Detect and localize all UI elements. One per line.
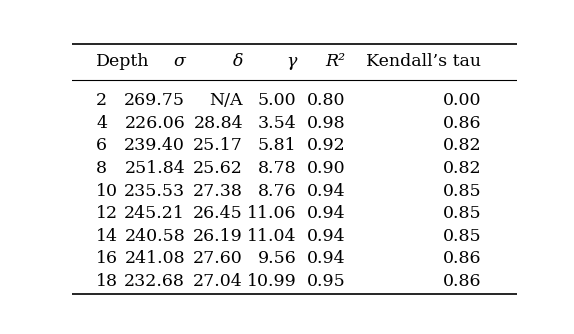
Text: 5.00: 5.00 [258, 92, 296, 109]
Text: Depth: Depth [96, 53, 150, 70]
Text: 0.94: 0.94 [307, 228, 346, 245]
Text: 0.86: 0.86 [443, 273, 481, 290]
Text: 11.06: 11.06 [247, 205, 296, 222]
Text: σ: σ [173, 53, 185, 70]
Text: 0.94: 0.94 [307, 183, 346, 199]
Text: 26.45: 26.45 [193, 205, 243, 222]
Text: 240.58: 240.58 [125, 228, 185, 245]
Text: 235.53: 235.53 [124, 183, 185, 199]
Text: 0.98: 0.98 [307, 115, 346, 132]
Text: 0.80: 0.80 [307, 92, 346, 109]
Text: 0.85: 0.85 [443, 183, 481, 199]
Text: 27.04: 27.04 [193, 273, 243, 290]
Text: 269.75: 269.75 [124, 92, 185, 109]
Text: 8.76: 8.76 [258, 183, 296, 199]
Text: N/A: N/A [210, 92, 243, 109]
Text: 9.56: 9.56 [258, 250, 296, 268]
Text: 0.86: 0.86 [443, 250, 481, 268]
Text: 26.19: 26.19 [193, 228, 243, 245]
Text: 0.82: 0.82 [443, 160, 481, 177]
Text: 3.54: 3.54 [258, 115, 296, 132]
Text: δ: δ [232, 53, 243, 70]
Text: 2: 2 [96, 92, 107, 109]
Text: 0.85: 0.85 [443, 228, 481, 245]
Text: 28.84: 28.84 [193, 115, 243, 132]
Text: 8: 8 [96, 160, 107, 177]
Text: R²: R² [325, 53, 346, 70]
Text: 11.04: 11.04 [247, 228, 296, 245]
Text: 16: 16 [96, 250, 118, 268]
Text: Kendall’s tau: Kendall’s tau [366, 53, 481, 70]
Text: 0.92: 0.92 [307, 137, 346, 154]
Text: 226.06: 226.06 [125, 115, 185, 132]
Text: 241.08: 241.08 [125, 250, 185, 268]
Text: 0.00: 0.00 [443, 92, 481, 109]
Text: 239.40: 239.40 [125, 137, 185, 154]
Text: 0.90: 0.90 [307, 160, 346, 177]
Text: 8.78: 8.78 [258, 160, 296, 177]
Text: 245.21: 245.21 [125, 205, 185, 222]
Text: 10.99: 10.99 [247, 273, 296, 290]
Text: 5.81: 5.81 [258, 137, 296, 154]
Text: 27.38: 27.38 [193, 183, 243, 199]
Text: 4: 4 [96, 115, 107, 132]
Text: 251.84: 251.84 [125, 160, 185, 177]
Text: 14: 14 [96, 228, 118, 245]
Text: 0.95: 0.95 [307, 273, 346, 290]
Text: 10: 10 [96, 183, 118, 199]
Text: 27.60: 27.60 [193, 250, 243, 268]
Text: 25.17: 25.17 [193, 137, 243, 154]
Text: 0.82: 0.82 [443, 137, 481, 154]
Text: 232.68: 232.68 [125, 273, 185, 290]
Text: 0.94: 0.94 [307, 205, 346, 222]
Text: 0.86: 0.86 [443, 115, 481, 132]
Text: γ: γ [286, 53, 296, 70]
Text: 12: 12 [96, 205, 118, 222]
Text: 25.62: 25.62 [193, 160, 243, 177]
Text: 0.85: 0.85 [443, 205, 481, 222]
Text: 6: 6 [96, 137, 107, 154]
Text: 0.94: 0.94 [307, 250, 346, 268]
Text: 18: 18 [96, 273, 118, 290]
